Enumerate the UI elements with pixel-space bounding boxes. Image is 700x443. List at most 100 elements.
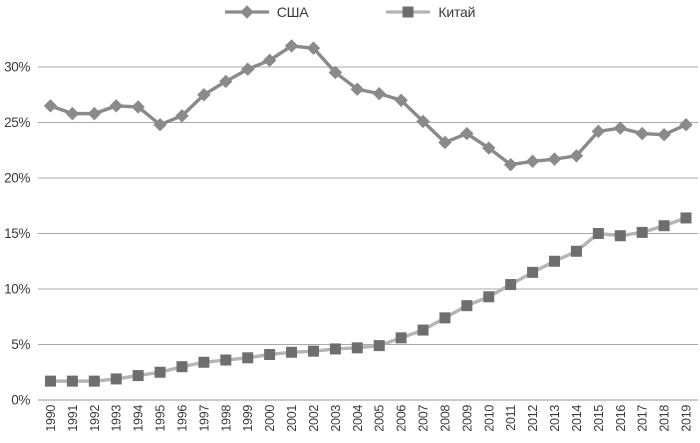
x-tick-label: 2007 [417, 405, 431, 432]
data-point-diamond [372, 86, 386, 101]
data-point-square [307, 345, 319, 357]
data-point-square [439, 312, 451, 324]
data-point-square [198, 356, 210, 368]
y-tick-label: 5% [11, 337, 30, 352]
data-point-square [351, 342, 363, 354]
data-point-square [483, 291, 495, 303]
y-tick-label: 30% [4, 60, 30, 75]
x-tick-label: 2011 [504, 405, 518, 431]
data-point-square [110, 373, 122, 385]
data-point-diamond [43, 99, 58, 113]
x-tick-label: 2016 [614, 405, 628, 432]
data-point-square [176, 361, 188, 373]
data-point-diamond [503, 157, 518, 172]
x-tick-label: 1995 [154, 405, 168, 432]
series-line [48, 44, 688, 167]
data-point-square [636, 226, 648, 238]
x-tick-label: 1990 [44, 405, 58, 432]
data-point-diamond [635, 126, 649, 141]
x-tick-label: 2019 [680, 405, 694, 432]
series-line [48, 216, 688, 383]
x-tick-label: 2002 [307, 405, 321, 432]
data-point-square [329, 343, 341, 355]
data-point-diamond [131, 100, 145, 114]
data-point-diamond [350, 82, 364, 96]
data-point-square [395, 332, 407, 344]
data-point-square [220, 354, 232, 366]
data-point-diamond [87, 106, 102, 121]
data-point-square [461, 300, 473, 312]
data-point-diamond [109, 99, 123, 113]
data-point-diamond [460, 126, 474, 141]
y-tick-label: 20% [4, 171, 30, 186]
data-point-diamond [438, 135, 452, 150]
data-point-diamond [394, 93, 408, 107]
x-tick-label: 1999 [241, 405, 255, 432]
x-tick-label: 2009 [460, 405, 474, 432]
data-point-square [132, 370, 144, 382]
legend-item-china: Китай [386, 4, 475, 20]
data-point-square [286, 346, 298, 358]
data-point-diamond [284, 39, 299, 53]
y-tick-label: 15% [4, 226, 30, 241]
data-point-square [527, 266, 539, 278]
data-point-diamond [525, 154, 540, 169]
series-china [45, 212, 692, 387]
data-point-diamond [241, 62, 255, 76]
usa-line-diamond-marker-icon [224, 5, 269, 19]
series-usa [43, 39, 693, 172]
data-point-diamond [65, 106, 80, 121]
data-point-diamond [569, 149, 584, 163]
x-axis-labels: 1990 1991 1992 1993 1994 1995 1996 1997 1998 1999… [44, 405, 694, 432]
data-point-square [658, 220, 670, 232]
data-point-square [592, 228, 604, 239]
data-point-diamond [328, 65, 343, 80]
data-point-square [264, 348, 276, 360]
data-point-diamond [262, 53, 277, 68]
china-line-square-marker-icon [386, 6, 431, 18]
x-tick-label: 2001 [285, 405, 299, 432]
gridlines [38, 66, 698, 401]
x-tick-label: 2004 [351, 405, 365, 432]
data-point-diamond [591, 124, 606, 139]
data-point-diamond [613, 121, 627, 135]
x-tick-label: 1996 [175, 405, 189, 432]
data-point-square [373, 340, 385, 352]
data-point-square [45, 375, 56, 387]
x-tick-label: 1994 [132, 405, 146, 432]
data-point-square [417, 324, 429, 336]
data-point-square [242, 352, 254, 364]
x-tick-label: 2017 [636, 405, 650, 432]
legend-label-china: Китай [438, 4, 476, 20]
x-tick-label: 2006 [395, 405, 409, 432]
x-tick-label: 1993 [110, 405, 124, 432]
data-point-square [549, 255, 561, 267]
data-point-square [680, 212, 692, 224]
data-point-diamond [197, 88, 211, 102]
x-tick-label: 2013 [548, 405, 562, 432]
x-tick-label: 1998 [219, 405, 233, 432]
x-tick-label: 2000 [263, 405, 277, 432]
x-tick-label: 2005 [373, 405, 387, 432]
data-point-diamond [547, 152, 562, 166]
data-point-diamond [416, 114, 430, 129]
data-point-diamond [657, 128, 671, 142]
data-point-square [88, 375, 100, 387]
x-tick-label: 2018 [658, 405, 672, 432]
data-point-diamond [482, 141, 496, 155]
x-tick-label: 1992 [88, 405, 102, 432]
legend-label-usa: США [276, 4, 309, 20]
y-tick-label: 10% [4, 282, 30, 297]
y-tick-label: 25% [4, 115, 30, 130]
legend-item-usa: США [224, 4, 309, 20]
data-point-diamond [219, 74, 233, 89]
x-tick-label: 2010 [482, 405, 496, 432]
x-tick-label: 2012 [526, 405, 540, 432]
data-point-square [154, 366, 166, 378]
data-point-diamond [175, 109, 189, 123]
data-point-square [570, 245, 582, 257]
data-point-diamond [306, 41, 321, 55]
data-point-square [66, 375, 78, 387]
